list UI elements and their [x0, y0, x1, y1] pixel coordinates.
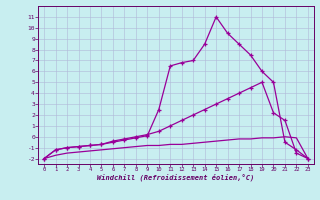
X-axis label: Windchill (Refroidissement éolien,°C): Windchill (Refroidissement éolien,°C) [97, 174, 255, 181]
